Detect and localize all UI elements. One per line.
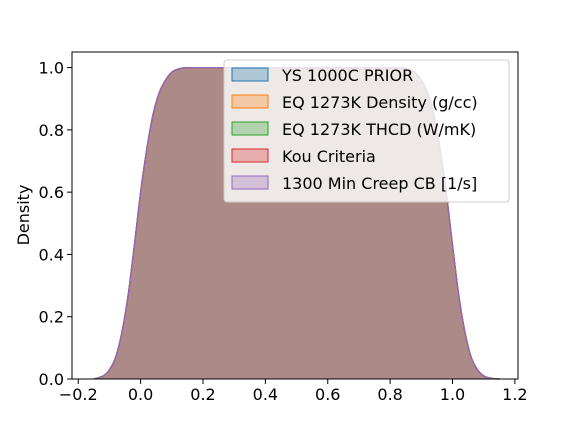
x-axis: −0.2 0.0 0.2 0.4 0.6 0.8 1.0 1.2 bbox=[59, 379, 528, 404]
legend-swatch bbox=[231, 94, 269, 109]
legend-label: Kou Criteria bbox=[282, 147, 376, 166]
legend-label: YS 1000C PRIOR bbox=[281, 66, 413, 85]
x-tick-label: 1.0 bbox=[440, 385, 465, 404]
x-tick-label: 0.6 bbox=[315, 385, 340, 404]
legend: YS 1000C PRIOR EQ 1273K Density (g/cc) EQ … bbox=[223, 59, 510, 203]
plot-frame bbox=[71, 51, 519, 380]
legend-swatch bbox=[231, 121, 269, 136]
x-tick-label: 0.4 bbox=[253, 385, 278, 404]
x-tick-label: 0.0 bbox=[128, 385, 153, 404]
x-tick-label: 1.2 bbox=[502, 385, 527, 404]
y-axis-label: Density bbox=[14, 185, 33, 246]
legend-label: EQ 1273K THCD (W/mK) bbox=[282, 120, 476, 139]
y-tick-label: 0.4 bbox=[39, 245, 64, 264]
x-tick-label: 0.2 bbox=[190, 385, 215, 404]
x-tick-label: 0.8 bbox=[377, 385, 402, 404]
legend-label: 1300 Min Creep CB [1/s] bbox=[282, 174, 477, 193]
legend-label: EQ 1273K Density (g/cc) bbox=[282, 93, 478, 112]
legend-swatch bbox=[231, 148, 269, 163]
legend-swatch bbox=[231, 67, 269, 82]
legend-swatch bbox=[231, 175, 269, 190]
y-tick-label: 1.0 bbox=[39, 59, 64, 78]
legend-box bbox=[223, 59, 510, 203]
y-axis: 0.0 0.2 0.4 0.6 0.8 1.0 bbox=[39, 59, 72, 389]
y-tick-label: 0.6 bbox=[39, 183, 64, 202]
y-tick-label: 0.2 bbox=[39, 308, 64, 327]
y-tick-label: 0.0 bbox=[39, 370, 64, 389]
y-tick-label: 0.8 bbox=[39, 121, 64, 140]
x-tick-label: −0.2 bbox=[59, 385, 98, 404]
